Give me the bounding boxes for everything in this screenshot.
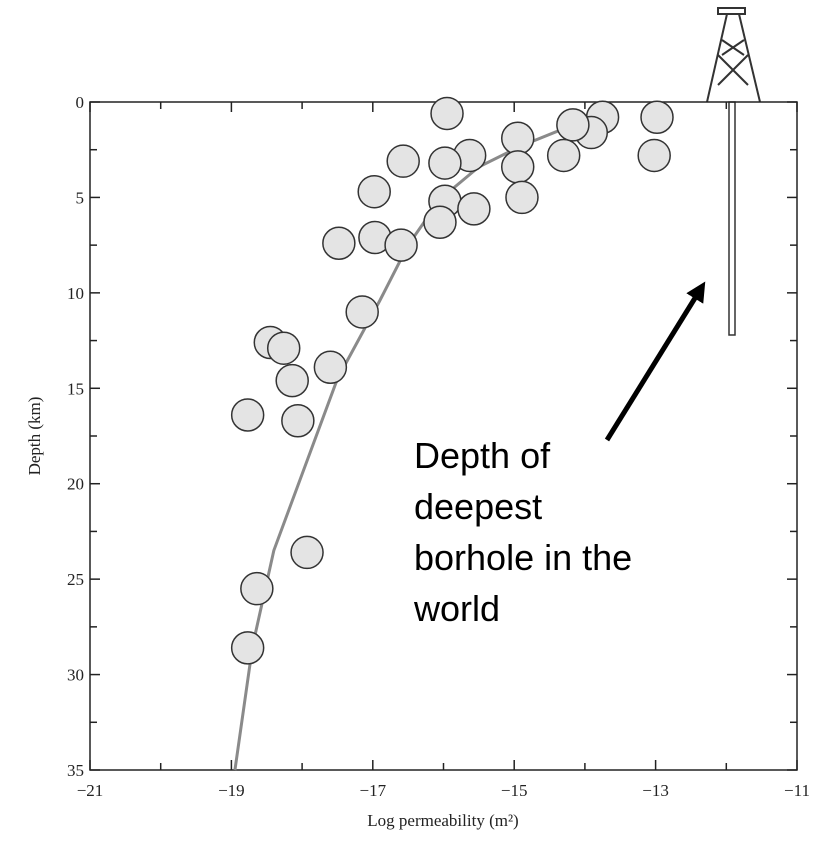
data-point (500, 150, 535, 184)
data-point (430, 96, 464, 131)
data-point (322, 226, 356, 260)
data-point (423, 205, 457, 239)
data-point (546, 138, 581, 173)
y-tick-label: 10 (67, 284, 84, 303)
data-point (556, 108, 590, 142)
x-tick-label: −15 (501, 781, 528, 800)
data-point (640, 100, 674, 135)
data-point (428, 146, 462, 180)
borehole (728, 101, 736, 336)
x-tick-label: −13 (642, 781, 669, 800)
data-point (505, 180, 539, 215)
y-tick-label: 30 (67, 666, 84, 685)
data-point (500, 121, 535, 156)
data-point (230, 398, 265, 432)
x-tick-label: −19 (218, 781, 245, 800)
data-point (275, 363, 309, 398)
data-point (313, 350, 348, 385)
derrick (706, 7, 761, 103)
x-tick-label: −17 (360, 781, 387, 800)
y-tick-label: 25 (67, 570, 84, 589)
annotation: deepest (414, 486, 542, 527)
y-tick-label: 5 (76, 188, 85, 207)
data-point (240, 571, 274, 606)
y-tick-label: 20 (67, 475, 84, 494)
arrow (604, 281, 706, 442)
annotation: borhole in the (414, 537, 632, 578)
data-point (266, 331, 301, 365)
data-point (230, 631, 265, 665)
x-tick-label: −11 (784, 781, 810, 800)
annotation: world (413, 588, 500, 629)
data-point (457, 192, 491, 226)
data-point (281, 403, 315, 438)
data-point (345, 295, 379, 329)
y-tick-label: 15 (67, 379, 84, 398)
data-point (357, 174, 391, 209)
x-axis-label: Log permeability (m²) (367, 811, 518, 830)
data-point (290, 535, 324, 570)
annotation: Depth of (414, 435, 551, 476)
data-point (384, 228, 418, 262)
y-axis-label: Depth (km) (25, 397, 44, 476)
x-tick-label: −21 (77, 781, 104, 800)
data-point (386, 144, 420, 178)
y-tick-label: 0 (76, 93, 85, 112)
y-tick-label: 35 (67, 761, 84, 780)
data-point (637, 138, 671, 173)
